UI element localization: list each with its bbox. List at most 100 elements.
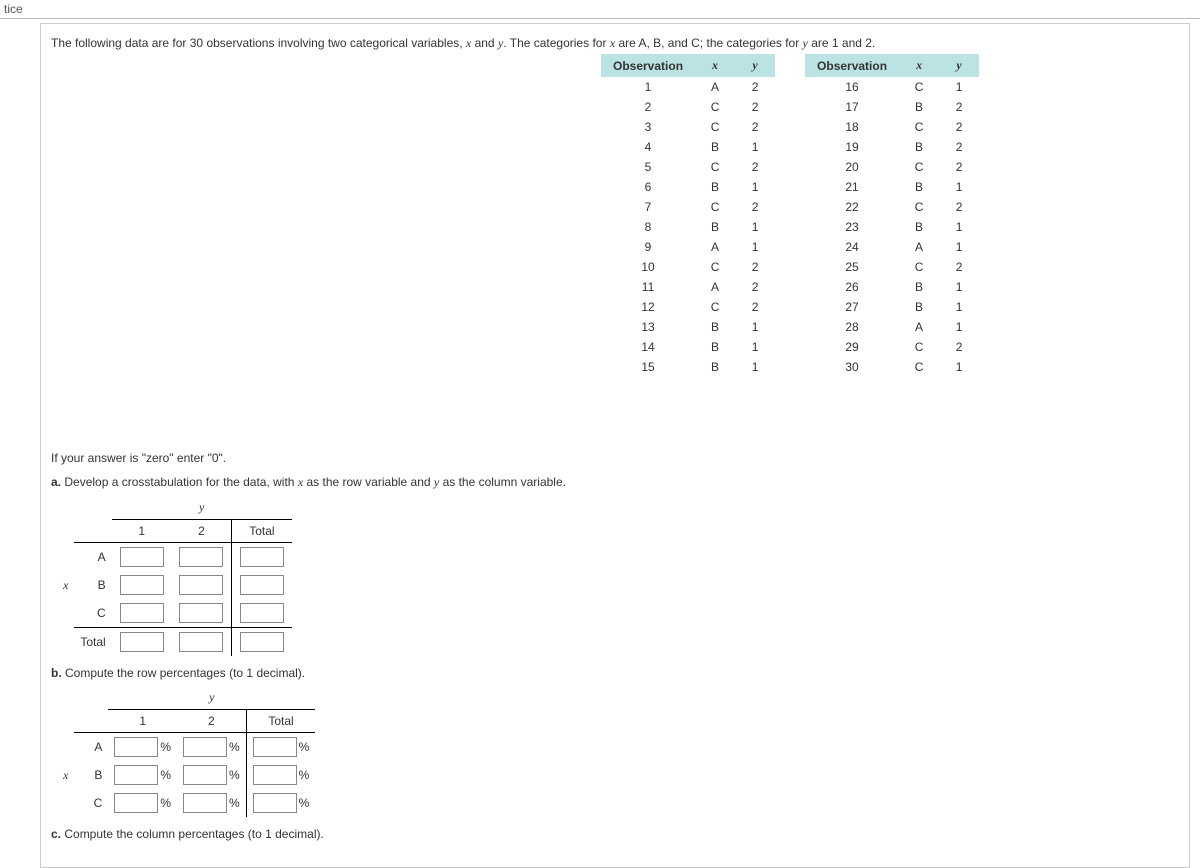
crosstab-b: y 1 2 Total A % % % x B % % % xyxy=(57,686,315,817)
zero-note: If your answer is "zero" enter "0". xyxy=(51,451,1179,465)
obs-y: 2 xyxy=(939,157,979,177)
obs-y: 1 xyxy=(735,217,775,237)
obs-n: 30 xyxy=(805,357,899,377)
obs-x: B xyxy=(695,177,735,197)
obs-y: 2 xyxy=(735,297,775,317)
input-a-total-1[interactable] xyxy=(120,632,164,652)
obs-x: C xyxy=(899,337,939,357)
intro-text: The following data are for 30 observatio… xyxy=(51,36,1179,51)
obs-y: 1 xyxy=(939,317,979,337)
crosstab-a-xlabel: x xyxy=(57,571,74,599)
obs-n: 5 xyxy=(601,157,695,177)
obs-y: 1 xyxy=(939,237,979,257)
input-b-C-2[interactable] xyxy=(183,793,227,813)
obs-y: 1 xyxy=(735,357,775,377)
obs-y: 1 xyxy=(735,337,775,357)
obs-y: 1 xyxy=(939,297,979,317)
input-b-A-total[interactable] xyxy=(253,737,297,757)
input-a-total-total[interactable] xyxy=(240,632,284,652)
part-c-label: c. Compute the column percentages (to 1 … xyxy=(51,827,1179,841)
obs-row: 21B1 xyxy=(805,177,979,197)
pct: % xyxy=(299,740,310,754)
input-b-C-1[interactable] xyxy=(114,793,158,813)
crosstab-a-col1: 1 xyxy=(112,520,172,543)
obs-n: 22 xyxy=(805,197,899,217)
th-obs: Observation xyxy=(601,54,695,77)
input-a-A-2[interactable] xyxy=(179,547,223,567)
pct: % xyxy=(160,796,171,810)
obs-n: 9 xyxy=(601,237,695,257)
obs-n: 16 xyxy=(805,77,899,97)
intro-p5: are A, B, and C; the categories for xyxy=(615,36,802,50)
pct: % xyxy=(299,768,310,782)
obs-x: A xyxy=(899,237,939,257)
obs-n: 8 xyxy=(601,217,695,237)
crosstab-a-rowA: A xyxy=(74,543,111,572)
input-a-A-total[interactable] xyxy=(240,547,284,567)
th-x: x xyxy=(695,54,735,77)
obs-row: 28A1 xyxy=(805,317,979,337)
part-a-label: a. Develop a crosstabulation for the dat… xyxy=(51,475,1179,490)
obs-count: 30 xyxy=(190,36,203,50)
crosstab-a-rowtotal: Total xyxy=(74,628,111,657)
input-b-A-1[interactable] xyxy=(114,737,158,757)
data-tables: Observation x y 1A22C23C24B15C26B17C28B1… xyxy=(601,54,979,377)
input-a-total-2[interactable] xyxy=(179,632,223,652)
obs-row: 1A2 xyxy=(601,77,775,97)
input-a-C-2[interactable] xyxy=(179,603,223,623)
obs-x: B xyxy=(899,97,939,117)
obs-row: 9A1 xyxy=(601,237,775,257)
crosstab-b-rowC: C xyxy=(74,789,108,817)
pct: % xyxy=(229,740,240,754)
obs-n: 19 xyxy=(805,137,899,157)
th-x-r: x xyxy=(899,54,939,77)
obs-x: C xyxy=(899,197,939,217)
pct: % xyxy=(299,796,310,810)
obs-right-body: 16C117B218C219B220C221B122C223B124A125C2… xyxy=(805,77,979,377)
obs-row: 22C2 xyxy=(805,197,979,217)
obs-y: 2 xyxy=(735,197,775,217)
obs-x: B xyxy=(899,137,939,157)
input-b-A-2[interactable] xyxy=(183,737,227,757)
input-b-C-total[interactable] xyxy=(253,793,297,813)
part-a-t1: Develop a crosstabulation for the data, … xyxy=(61,475,298,489)
input-b-B-total[interactable] xyxy=(253,765,297,785)
content-panel: The following data are for 30 observatio… xyxy=(40,23,1190,868)
obs-x: B xyxy=(695,137,735,157)
obs-x: A xyxy=(695,237,735,257)
obs-x: C xyxy=(899,357,939,377)
obs-x: B xyxy=(695,317,735,337)
crosstab-b-xlabel: x xyxy=(57,761,74,789)
th-obs-r: Observation xyxy=(805,54,899,77)
input-a-B-2[interactable] xyxy=(179,575,223,595)
obs-row: 18C2 xyxy=(805,117,979,137)
input-b-B-2[interactable] xyxy=(183,765,227,785)
obs-n: 6 xyxy=(601,177,695,197)
obs-n: 2 xyxy=(601,97,695,117)
input-a-C-1[interactable] xyxy=(120,603,164,623)
obs-row: 25C2 xyxy=(805,257,979,277)
part-c-text: Compute the column percentages (to 1 dec… xyxy=(61,827,324,841)
obs-x: A xyxy=(899,317,939,337)
part-a-t2: as the row variable and xyxy=(303,475,434,489)
obs-row: 12C2 xyxy=(601,297,775,317)
input-a-B-total[interactable] xyxy=(240,575,284,595)
input-a-A-1[interactable] xyxy=(120,547,164,567)
input-a-C-total[interactable] xyxy=(240,603,284,623)
obs-row: 4B1 xyxy=(601,137,775,157)
obs-n: 29 xyxy=(805,337,899,357)
obs-row: 3C2 xyxy=(601,117,775,137)
obs-y: 2 xyxy=(939,257,979,277)
th-y-r: y xyxy=(939,54,979,77)
intro-p8: . xyxy=(872,36,875,50)
input-a-B-1[interactable] xyxy=(120,575,164,595)
obs-x: B xyxy=(899,297,939,317)
pct: % xyxy=(229,796,240,810)
obs-table-left: Observation x y 1A22C23C24B15C26B17C28B1… xyxy=(601,54,775,377)
cat-y1: 1 xyxy=(832,36,839,50)
obs-row: 7C2 xyxy=(601,197,775,217)
obs-x: B xyxy=(899,277,939,297)
crosstab-a-rowB: B xyxy=(74,571,111,599)
input-b-B-1[interactable] xyxy=(114,765,158,785)
obs-x: C xyxy=(695,157,735,177)
